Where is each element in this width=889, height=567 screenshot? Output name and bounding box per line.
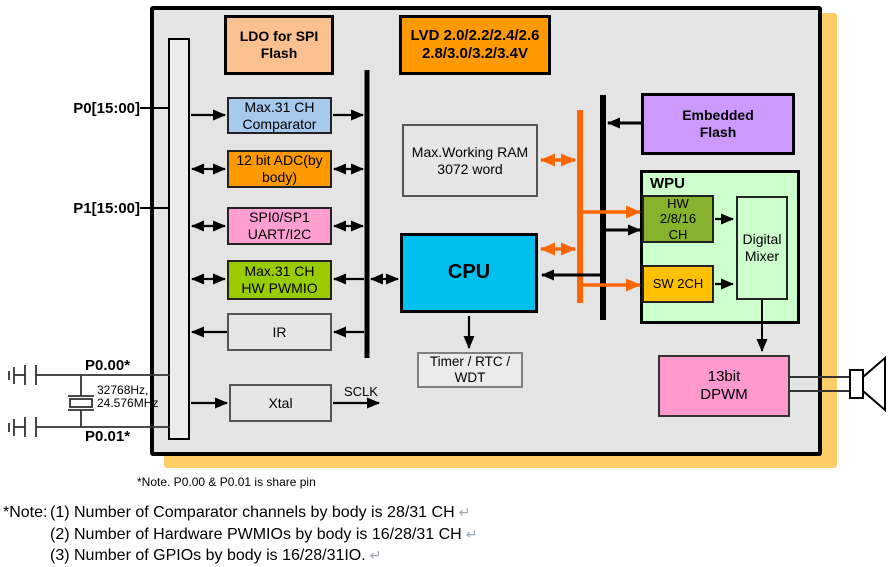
block-spi-uart-i2c: SPI0/SP1 UART/I2C xyxy=(227,207,332,245)
block-ldo: LDO for SPI Flash xyxy=(224,15,334,75)
block-xtal: Xtal xyxy=(229,384,332,422)
crystal-frequency-label: 32768Hz, 24.576MHz xyxy=(97,383,159,410)
share-pin-note: *Note. P0.00 & P0.01 is share pin xyxy=(137,475,316,489)
block-wpu-hw-channels: HW 2/8/16 CH xyxy=(642,195,714,243)
wpu-title: WPU xyxy=(650,175,685,192)
crystal-icon xyxy=(68,375,94,427)
capacitor-bottom xyxy=(24,417,37,437)
note-item-text: (3) Number of GPIOs by body is 16/28/31I… xyxy=(50,547,366,564)
note-item: (1) Number of Comparator channels by bod… xyxy=(50,504,470,522)
block-comparator: Max.31 CH Comparator xyxy=(227,97,332,134)
note-item-text: (2) Number of Hardware PWMIOs by body is… xyxy=(50,526,462,543)
block-hw-pwmio: Max.31 CH HW PWMIO xyxy=(227,260,332,300)
io-bus-bar xyxy=(168,38,190,440)
block-dpwm: 13bit DPWM xyxy=(658,355,790,417)
block-working-ram: Max.Working RAM 3072 word xyxy=(402,124,538,197)
block-ir: IR xyxy=(227,313,332,351)
return-mark-icon: ↵ xyxy=(458,504,471,520)
ground-symbol-top xyxy=(8,367,15,384)
block-wpu-sw-channels: SW 2CH xyxy=(642,265,714,303)
sclk-label: SCLK xyxy=(344,384,378,399)
note-item-text: (1) Number of Comparator channels by bod… xyxy=(50,504,455,521)
return-mark-icon: ↵ xyxy=(465,526,478,542)
block-timer-rtc-wdt: Timer / RTC / WDT xyxy=(417,352,523,388)
block-cpu: CPU xyxy=(400,233,538,313)
capacitor-top xyxy=(24,365,37,385)
return-mark-icon: ↵ xyxy=(369,547,382,563)
pin-label-p1: P1[15:00] xyxy=(73,200,140,217)
speaker-icon xyxy=(849,355,886,413)
block-digital-mixer: Digital Mixer xyxy=(736,196,788,300)
notes-label: *Note: xyxy=(3,504,48,521)
block-adc: 12 bit ADC(by body) xyxy=(227,150,332,188)
pin-label-p0: P0[15:00] xyxy=(73,100,140,117)
pin-label-p0-01: P0.01* xyxy=(85,428,131,445)
note-item: (2) Number of Hardware PWMIOs by body is… xyxy=(50,526,477,544)
pin-label-p0-00: P0.00* xyxy=(85,357,131,374)
ground-symbol-bottom xyxy=(8,419,15,436)
note-item: (3) Number of GPIOs by body is 16/28/31I… xyxy=(50,547,381,565)
block-embedded-flash: Embedded Flash xyxy=(641,93,795,155)
block-lvd: LVD 2.0/2.2/2.4/2.6 2.8/3.0/3.2/3.4V xyxy=(399,15,551,75)
